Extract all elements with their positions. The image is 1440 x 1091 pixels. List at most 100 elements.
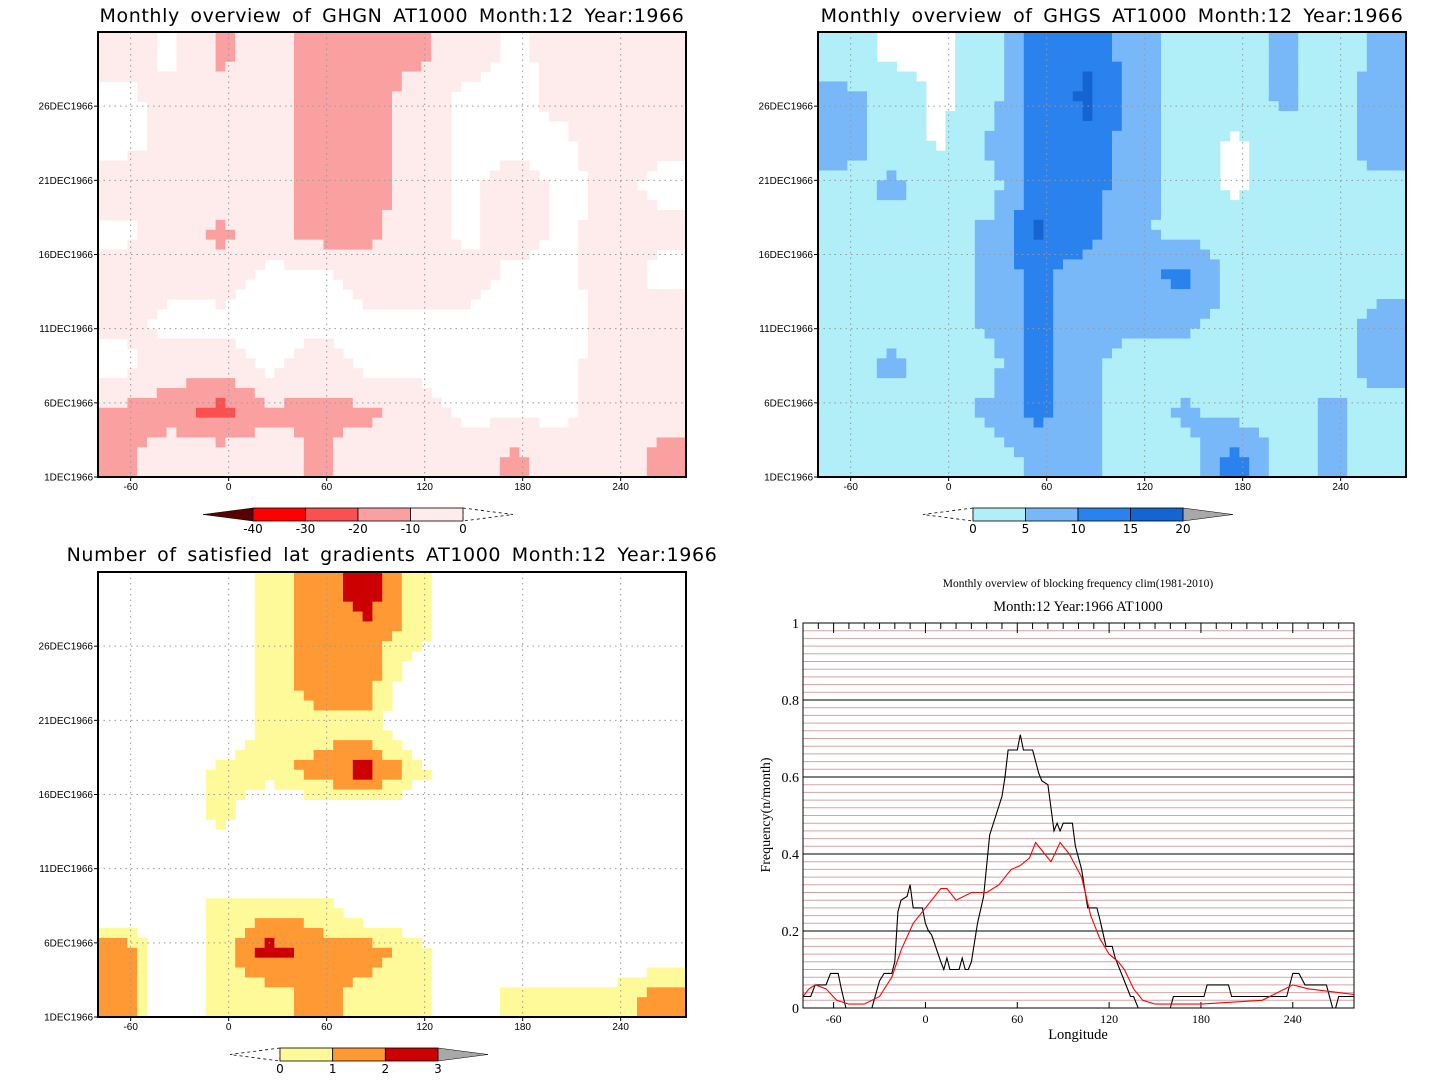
heatmap-cell [607, 61, 618, 73]
heatmap-cell [974, 101, 986, 112]
heatmap-cell [362, 457, 373, 468]
heatmap-cell [935, 368, 946, 379]
heatmap-cell [372, 61, 383, 73]
heatmap-cell [264, 621, 275, 632]
heatmap-cell [1396, 368, 1407, 379]
heatmap-cell [876, 378, 888, 389]
heatmap-cell [1337, 318, 1348, 330]
heatmap-cell [539, 81, 550, 92]
heatmap-cell [676, 32, 687, 43]
heatmap-cell [925, 417, 937, 429]
heatmap-cell [597, 279, 609, 290]
heatmap-cell [607, 200, 618, 211]
heatmap-cell [186, 91, 197, 102]
heatmap-cell [421, 180, 432, 191]
heatmap-cell [284, 219, 295, 231]
heatmap-cell [1357, 388, 1368, 399]
heatmap-cell [137, 407, 148, 419]
heatmap-cell [965, 219, 976, 231]
heatmap-cell [1092, 121, 1103, 132]
heatmap-cell [245, 457, 256, 468]
heatmap-cell [965, 348, 976, 359]
heatmap-cell [597, 229, 609, 241]
heatmap-cell [1239, 447, 1250, 458]
heatmap-cell [666, 407, 677, 419]
heatmap-cell [411, 41, 422, 53]
heatmap-cell [837, 447, 848, 458]
heatmap-cell [215, 130, 226, 142]
heatmap-cell [1229, 259, 1240, 270]
heatmap-cell [411, 378, 422, 389]
heatmap-cell [1131, 180, 1142, 191]
heatmap-cell [916, 388, 927, 399]
heatmap-cell [98, 289, 109, 300]
heatmap-cell [1268, 121, 1280, 132]
heatmap-cell [245, 259, 256, 270]
heatmap-cell [519, 170, 530, 181]
heatmap-cell [1112, 170, 1123, 181]
heatmap-cell [637, 32, 648, 43]
heatmap-cell [1063, 160, 1074, 172]
heatmap-cell [156, 170, 168, 181]
heatmap-cell [1023, 219, 1035, 231]
heatmap-cell [1063, 368, 1074, 379]
heatmap-cell [906, 269, 917, 280]
heatmap-cell [1141, 467, 1152, 478]
heatmap-cell [1200, 121, 1211, 132]
heatmap-cell [1141, 427, 1152, 439]
heatmap-cell [916, 121, 927, 132]
heatmap-cell [994, 160, 1005, 172]
heatmap-cell [847, 437, 858, 448]
heatmap-cell [411, 581, 422, 593]
heatmap-cell [1357, 81, 1368, 92]
heatmap-cell [1337, 447, 1348, 458]
heatmap-cell [617, 368, 628, 379]
heatmap-cell [656, 299, 667, 310]
heatmap-cell [1327, 417, 1338, 429]
heatmap-cell [1092, 308, 1103, 320]
heatmap-cell [176, 467, 187, 478]
heatmap-cell [676, 130, 687, 142]
heatmap-cell [1092, 200, 1103, 211]
heatmap-cell [352, 269, 364, 280]
heatmap-cell [323, 457, 334, 468]
heatmap-cell [656, 457, 667, 468]
heatmap-cell [147, 101, 158, 112]
heatmap-cell [333, 170, 344, 181]
heatmap-cell [205, 348, 217, 359]
heatmap-cell [1112, 397, 1123, 409]
heatmap-cell [323, 388, 334, 399]
heatmap-cell [578, 51, 589, 63]
heatmap-cell [431, 81, 442, 92]
heatmap-cell [1327, 101, 1338, 112]
heatmap-cell [867, 397, 878, 409]
heatmap-cell [362, 32, 373, 43]
heatmap-cell [1337, 397, 1348, 409]
heatmap-cell [392, 661, 403, 672]
heatmap-cell [637, 427, 648, 439]
heatmap-cell [421, 41, 432, 53]
heatmap-cell [1190, 338, 1201, 350]
heatmap-cell [274, 190, 285, 201]
heatmap-cell [245, 388, 256, 399]
heatmap-cell [1386, 160, 1397, 172]
heatmap-cell [352, 651, 364, 662]
heatmap-cell [1053, 219, 1064, 231]
heatmap-cell [578, 41, 589, 53]
heatmap-cell [548, 457, 560, 468]
heatmap-cell [896, 348, 907, 359]
heatmap-cell [1151, 328, 1162, 340]
heatmap-cell [441, 279, 452, 290]
heatmap-cell [264, 467, 275, 478]
x-tick-label: 120 [1136, 482, 1153, 493]
heatmap-cell [1386, 318, 1397, 330]
heatmap-cell [225, 91, 236, 102]
heatmap-cell [303, 41, 315, 53]
heatmap-cell [147, 140, 158, 152]
heatmap-cell [1063, 41, 1074, 53]
heatmap-cell [1053, 378, 1064, 389]
heatmap-cell [1268, 140, 1280, 152]
heatmap-cell [607, 368, 618, 379]
heatmap-cell [460, 32, 471, 43]
heatmap-cell [1239, 269, 1250, 280]
